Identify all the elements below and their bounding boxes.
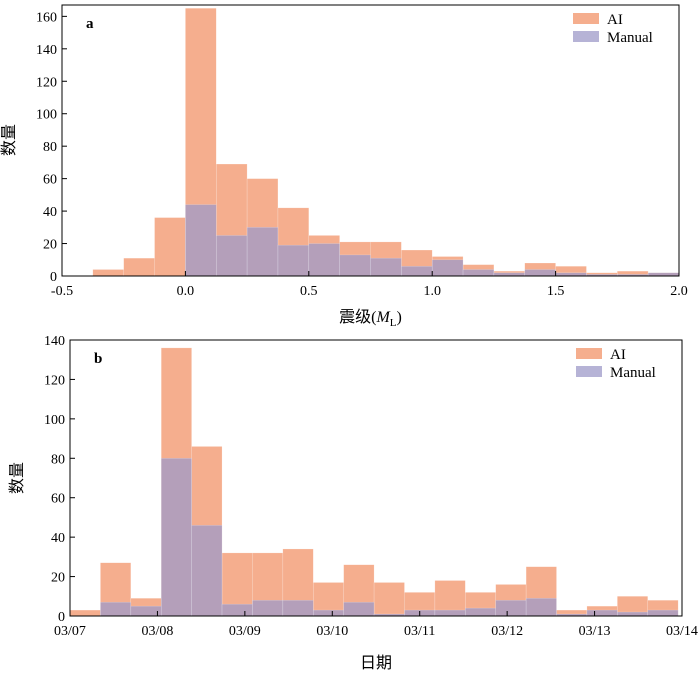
x-tick-label: 0.0 (177, 284, 195, 299)
bar-ai (69, 609, 101, 617)
bar-manual (647, 609, 679, 617)
y-axis-label: 数量 (0, 124, 18, 156)
bar-manual (221, 603, 253, 617)
legend-label-ai: AI (607, 12, 623, 28)
x-tick-label: 03/07 (54, 624, 86, 639)
y-tick-label: 20 (51, 571, 65, 586)
legend-label-manual: Manual (610, 365, 656, 381)
bar-manual (313, 609, 344, 617)
bar-manual (343, 601, 375, 617)
bar-manual (524, 269, 556, 277)
bar-manual (495, 599, 527, 617)
legend-label-manual: Manual (607, 30, 653, 46)
series-ai (92, 7, 680, 277)
x-tick-label: -0.5 (51, 284, 73, 299)
y-tick-label: 60 (51, 492, 65, 507)
bar-ai (123, 257, 155, 277)
y-tick-label: 0 (50, 270, 57, 285)
bar-manual (462, 269, 495, 277)
bar-manual (434, 609, 466, 617)
bar-manual (160, 458, 192, 617)
axes-frame (61, 4, 680, 277)
x-tick-label: 0.5 (300, 284, 318, 299)
legend: AI Manual (573, 12, 653, 46)
bar-manual (308, 243, 340, 277)
y-tick-label: 80 (43, 140, 57, 155)
legend-swatch-manual (576, 366, 602, 377)
series-manual (185, 204, 680, 277)
x-tick-label: 03/08 (141, 624, 173, 639)
x-tick-label: 03/11 (404, 624, 435, 639)
bar-manual (130, 605, 162, 617)
legend-label-ai: AI (610, 347, 626, 363)
panel-b: 0 20 40 60 80 100 120 140 03/07 03/08 03/09 03/10 03… (8, 334, 698, 672)
legend: AI Manual (576, 347, 656, 381)
bar-manual (370, 257, 402, 277)
series-manual (100, 458, 679, 617)
legend-swatch-manual (573, 31, 599, 42)
y-tick-label: 120 (36, 75, 57, 90)
x-tick-label: 03/09 (229, 624, 261, 639)
bar-manual (216, 235, 248, 277)
panel-label: a (86, 16, 94, 32)
y-tick-label: 60 (43, 173, 57, 188)
x-tick-label: 03/14 (666, 624, 698, 639)
bar-manual (465, 607, 496, 617)
x-tick-label: 1.5 (547, 284, 565, 299)
x-tick-label: 2.0 (670, 284, 688, 299)
x-tick-label: 1.0 (423, 284, 441, 299)
y-tick-label: 100 (44, 413, 65, 428)
bar-manual (185, 204, 217, 277)
y-tick-label: 0 (58, 610, 65, 625)
y-tick-label: 100 (36, 108, 57, 123)
x-axis-label: 日期 (360, 654, 392, 672)
bar-manual (339, 254, 371, 277)
x-tick-label: 03/13 (579, 624, 611, 639)
bar-manual (100, 601, 132, 617)
axes-frame (69, 339, 683, 617)
x-tick-label: 03/12 (491, 624, 523, 639)
bar-manual (282, 599, 314, 617)
x-axis-label: 震级(ML) (339, 308, 402, 329)
y-tick-label: 120 (44, 373, 65, 388)
bar-manual (277, 244, 310, 277)
y-tick-label: 80 (51, 452, 65, 467)
y-tick-label: 40 (51, 531, 65, 546)
y-tick-label: 140 (36, 43, 57, 58)
y-tick-label: 40 (43, 205, 57, 220)
bar-manual (246, 227, 279, 277)
y-axis-label: 数量 (8, 462, 26, 494)
bar-manual (586, 609, 618, 617)
y-tick-label: 140 (44, 334, 65, 349)
bar-ai (373, 582, 405, 617)
bar-manual (401, 266, 433, 277)
bar-manual (191, 525, 223, 617)
bar-ai (154, 217, 186, 277)
y-tick-label: 20 (43, 238, 57, 253)
x-tick-label: 03/10 (316, 624, 348, 639)
legend-swatch-ai (576, 348, 602, 359)
bar-manual (525, 598, 557, 617)
panel-a: 0 20 40 60 80 100 120 140 160 -0.5 0.0 0.5 1.0 1.5 2.0… (0, 4, 688, 329)
bar-ai (92, 269, 124, 277)
legend-swatch-ai (573, 13, 599, 24)
bar-manual (617, 611, 648, 617)
panel-label: b (94, 351, 102, 367)
y-tick-label: 160 (36, 10, 57, 25)
bar-manual (252, 599, 284, 617)
bar-manual (431, 259, 464, 277)
